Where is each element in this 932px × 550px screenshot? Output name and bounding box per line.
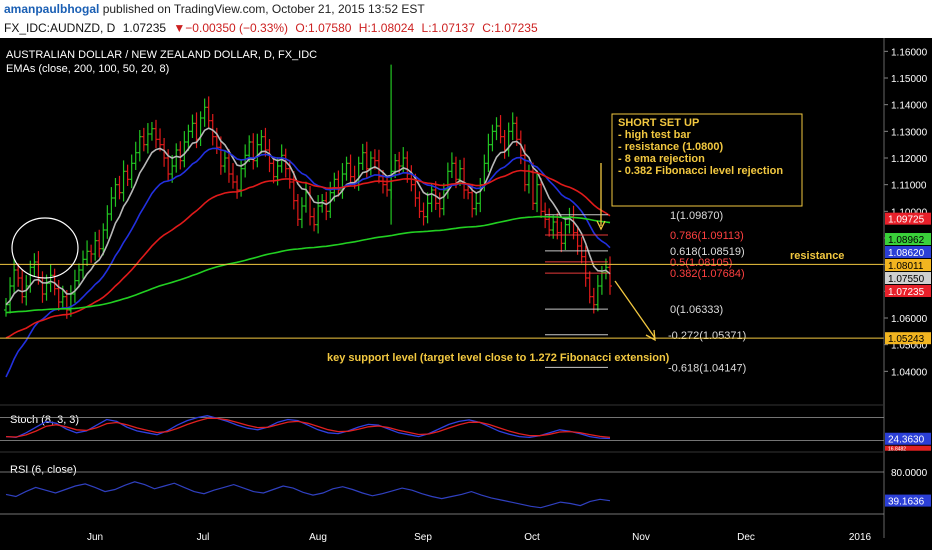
fib-level-label: 0.5(1.08105) (670, 257, 732, 269)
price-tag-bg (885, 259, 931, 272)
setup-line-5: - 0.382 Fibonacci level rejection (618, 165, 783, 177)
price-tag: 1.07550 (888, 274, 925, 285)
x-tick-label: Aug (309, 532, 327, 543)
publisher-name[interactable]: amanpaulbhogal (4, 2, 100, 16)
low-value: L:1.07137 (421, 21, 475, 35)
y-tick-label: 1.13000 (891, 127, 928, 138)
price-tag: 1.07235 (888, 287, 925, 298)
y-tick-label: 1.04000 (891, 367, 928, 378)
symbol-label: FX_IDC:AUDNZD, D (4, 21, 116, 35)
rsi-value-tag: 39.1636 (888, 497, 925, 508)
x-tick-label: Nov (632, 532, 650, 543)
x-tick-label: 2016 (849, 532, 872, 543)
y-tick-label: 1.05000 (891, 341, 928, 352)
rsi-title: RSI (6, close) (10, 464, 77, 476)
chart-title: AUSTRALIAN DOLLAR / NEW ZEALAND DOLLAR, … (6, 49, 317, 61)
time-axis: Jun Jul Aug Sep Oct Nov Dec 2016 (87, 532, 872, 543)
price-tag: 1.09725 (888, 215, 925, 226)
last-price: 1.07235 (122, 21, 167, 35)
horizontal-lines (0, 263, 884, 339)
y-tick-label: 1.11000 (891, 181, 927, 192)
open-value: O:1.07580 (295, 21, 352, 35)
resistance-label: resistance (790, 250, 844, 262)
price-tag-bg (885, 212, 931, 225)
setup-line-2: - high test bar (618, 129, 691, 141)
price-tags: 1.09725 1.08962 1.08620 1.08011 1.07550 1.072… (885, 212, 931, 345)
rsi-line (5, 481, 611, 509)
price-tag-bg (885, 272, 931, 285)
ema-lines (5, 127, 611, 378)
fib-level-label: 1(1.09870) (670, 210, 723, 222)
high-value: H:1.08024 (358, 21, 415, 35)
stoch-value-tag: 24.3630 (888, 435, 925, 446)
rsi-axis-label: 80.0000 (891, 468, 928, 479)
stoch-tag2-bg (885, 445, 931, 451)
highlight-ellipse (11, 217, 79, 279)
x-tick-label: Jun (87, 532, 103, 543)
close-value: C:1.07235 (482, 21, 538, 35)
price-tag: 1.05243 (888, 334, 925, 345)
y-tick-label: 1.15000 (891, 74, 928, 85)
chart-background (0, 38, 932, 550)
ema-line (5, 147, 611, 378)
arrow-target-head (645, 329, 656, 342)
fib-level-label: -0.618(1.04147) (668, 362, 746, 374)
x-tick-label: Oct (524, 532, 540, 543)
price-tag-bg (885, 233, 931, 246)
price-change: ▼−0.00350 (−0.33%) (173, 21, 289, 35)
x-tick-label: Sep (414, 532, 432, 543)
annotations: SHORT SET UP - high test bar - resistanc… (327, 113, 844, 364)
setup-box (611, 113, 803, 207)
price-tag-bg (885, 285, 931, 298)
rsi-tag-bg (885, 494, 931, 507)
price-tag: 1.08011 (888, 261, 924, 272)
fibonacci-levels: 1(1.09870)0.786(1.09113)0.618(1.08519)0.… (545, 210, 746, 374)
setup-line-4: - 8 ema rejection (618, 153, 705, 165)
symbol-header: FX_IDC:AUDNZD, D 1.07235 ▼−0.00350 (−0.3… (0, 18, 932, 38)
stoch-d-line (5, 417, 611, 439)
fib-level-label: -0.272(1.05371) (668, 330, 746, 342)
arrow-down-head (596, 220, 606, 231)
stoch-title: Stoch (8, 3, 3) (10, 414, 79, 426)
setup-line-1: SHORT SET UP (618, 117, 699, 129)
fib-level-label: 0(1.06333) (670, 304, 723, 316)
published-note: published on TradingView.com, October 21… (102, 2, 425, 16)
support-label: key support level (target level close to… (327, 352, 670, 364)
price-tag-bg (885, 332, 931, 345)
x-tick-label: Jul (197, 532, 210, 543)
y-tick-label: 1.16000 (891, 47, 928, 58)
arrow-target-line (614, 280, 656, 339)
ema-line (5, 127, 611, 306)
rsi-pane: 80.0000 39.1636 (0, 468, 931, 515)
y-tick-label: 1.14000 (891, 101, 928, 112)
x-tick-label: Dec (737, 532, 755, 543)
fib-level-label: 0.786(1.09113) (670, 230, 744, 242)
publish-header: amanpaulbhogal published on TradingView.… (0, 0, 932, 18)
price-chart[interactable]: 1(1.09870)0.786(1.09113)0.618(1.08519)0.… (0, 38, 932, 550)
price-tag: 1.08620 (888, 248, 925, 259)
stoch-k-line (5, 415, 611, 440)
y-tick-label: 1.12000 (891, 154, 928, 165)
setup-line-3: - resistance (1.0800) (618, 141, 724, 153)
y-tick-label: 1.06000 (891, 314, 928, 325)
price-tag-bg (885, 246, 931, 259)
ema-line (5, 169, 611, 339)
stoch-tag-bg (885, 432, 931, 445)
fib-level-label: 0.618(1.08519) (670, 246, 745, 258)
ema-legend: EMAs (close, 200, 100, 50, 20, 8) (6, 63, 169, 75)
ema-line (5, 215, 611, 314)
price-tag: 1.08962 (888, 235, 925, 246)
fib-level-label: 0.382(1.07684) (670, 268, 745, 280)
stoch-value2-tag: 16.8482 (888, 447, 906, 453)
